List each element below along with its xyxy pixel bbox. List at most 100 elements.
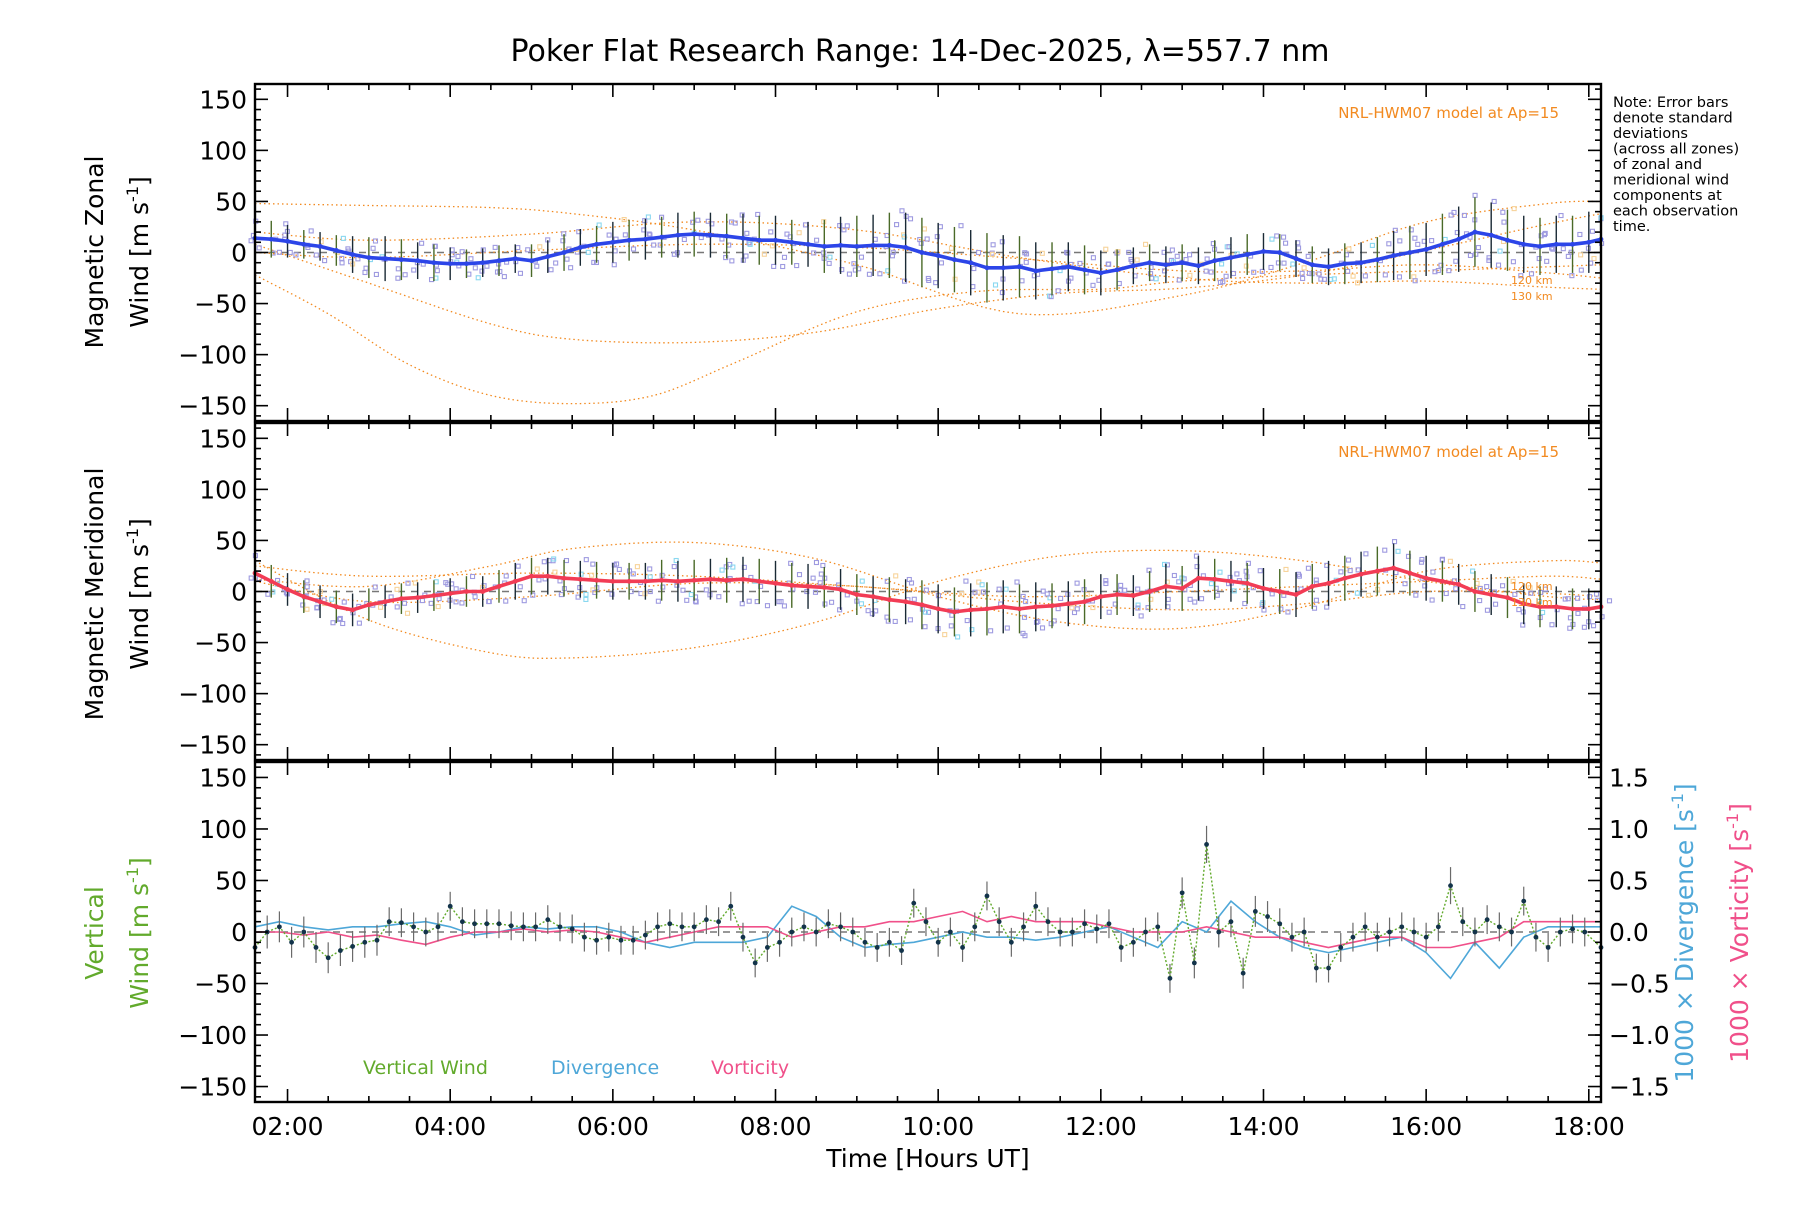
zonal-wind-point bbox=[464, 261, 469, 267]
meridional-zone-marker bbox=[1313, 597, 1319, 603]
meridional-wind-point bbox=[1017, 606, 1022, 612]
vertical-wind-point bbox=[1265, 914, 1270, 919]
meridional-zone-marker bbox=[892, 618, 898, 624]
zonal-wind-point bbox=[675, 232, 681, 238]
meridional-wind-line bbox=[254, 566, 1602, 614]
meridional-zone-marker bbox=[521, 598, 527, 604]
zonal-wind-point bbox=[724, 233, 730, 239]
zonal-zone-marker bbox=[1446, 268, 1452, 274]
zonal-zone-marker bbox=[525, 247, 531, 253]
meridional-zone-marker bbox=[1058, 595, 1064, 602]
meridional-zone-marker bbox=[1542, 586, 1548, 592]
right-ytick-label: 1.0 bbox=[1609, 815, 1649, 844]
x-tick-label: 06:00 bbox=[577, 1112, 649, 1141]
zonal-zone-marker bbox=[283, 221, 289, 227]
zonal-zone-marker bbox=[1501, 219, 1507, 225]
zonal-wind-point bbox=[529, 258, 534, 264]
zonal-wind-point bbox=[1163, 262, 1169, 268]
zonal-zone-marker bbox=[1442, 236, 1448, 243]
vertical-wind-point bbox=[862, 939, 868, 945]
meridional-zone-marker bbox=[1429, 597, 1435, 603]
zonal-wind-point bbox=[333, 248, 339, 253]
zonal-wind-point bbox=[1326, 264, 1331, 270]
zonal-zone-marker bbox=[651, 242, 657, 248]
meridional-zone-marker bbox=[503, 573, 509, 579]
zonal-wind-point bbox=[1472, 229, 1478, 235]
zonal-zone-marker bbox=[781, 254, 788, 260]
zonal-zone-marker bbox=[1578, 252, 1584, 258]
zonal-wind-point bbox=[756, 237, 762, 243]
meridional-wind-point bbox=[1293, 592, 1299, 597]
divergence-axis-label: 1000 × Divergence [s-1] bbox=[1668, 783, 1699, 1082]
zonal-zone-marker bbox=[1223, 273, 1229, 279]
meridional-zone-marker bbox=[1365, 592, 1372, 598]
meridional-wind-point bbox=[789, 582, 795, 588]
meridional-zone-marker bbox=[330, 620, 336, 626]
zonal-wind-point bbox=[301, 241, 307, 247]
vertical-wind-point bbox=[1216, 929, 1222, 935]
meridional-zone-marker bbox=[1382, 547, 1388, 553]
meridional-zone-marker bbox=[1443, 590, 1449, 597]
vertical-wind-point bbox=[325, 955, 331, 961]
meridional-ytick-label: −150 bbox=[178, 731, 247, 760]
meridional-wind-point bbox=[1212, 576, 1218, 582]
zonal-ytick-label: −150 bbox=[178, 392, 247, 421]
zonal-zone-marker bbox=[1386, 241, 1392, 247]
meridional-zone-marker bbox=[858, 601, 865, 607]
zonal-zone-marker bbox=[313, 252, 319, 258]
zonal-zone-marker bbox=[534, 263, 540, 269]
meridional-zone-marker bbox=[583, 557, 589, 563]
zonal-zone-marker bbox=[322, 258, 328, 264]
zonal-zone-marker bbox=[1578, 267, 1584, 273]
meridional-wind-point bbox=[1391, 565, 1397, 571]
vertical-wind-point bbox=[337, 948, 343, 953]
meridional-zone-marker bbox=[1590, 623, 1597, 629]
meridional-ytick-label: 0 bbox=[231, 578, 247, 607]
meridional-zone-marker bbox=[703, 587, 709, 593]
vertical-wind-point bbox=[1545, 945, 1551, 950]
vertical-wind-point bbox=[1423, 934, 1429, 940]
note-line-9: time. bbox=[1613, 219, 1650, 235]
zonal-zone-marker bbox=[839, 267, 845, 273]
zonal-wind-line-layer bbox=[252, 229, 1604, 276]
vertical-wind-point bbox=[1374, 934, 1380, 940]
meridional-zone-marker bbox=[1283, 566, 1289, 572]
meridional-wind-point bbox=[805, 583, 811, 589]
meridional-zone-marker bbox=[1122, 587, 1128, 593]
x-axis-label: Time [Hours UT] bbox=[825, 1144, 1029, 1173]
meridional-wind-point bbox=[577, 576, 583, 582]
zonal-zone-marker bbox=[924, 236, 930, 242]
note-line-1: Note: Error bars bbox=[1613, 95, 1728, 111]
zonal-zone-marker bbox=[293, 252, 299, 258]
meridional-wind-point bbox=[984, 606, 990, 612]
vertical-wind-point bbox=[1484, 917, 1490, 923]
zonal-zone-marker bbox=[1510, 259, 1516, 265]
meridional-zone-marker bbox=[829, 599, 835, 605]
x-tick-label: 14:00 bbox=[1227, 1112, 1299, 1141]
meridional-zone-marker bbox=[693, 599, 699, 605]
x-tick-label: 18:00 bbox=[1553, 1112, 1625, 1141]
zonal-zone-marker bbox=[1591, 255, 1597, 262]
meridional-zone-marker bbox=[1520, 622, 1526, 628]
vorticity-axis-text: 1000 × Vorticity [s bbox=[1725, 829, 1754, 1063]
zonal-zone-marker bbox=[395, 275, 401, 281]
zonal-zone-marker bbox=[340, 235, 346, 241]
meridional-wind-point bbox=[561, 575, 567, 581]
zonal-wind-point bbox=[789, 239, 795, 245]
meridional-zone-marker bbox=[1260, 600, 1266, 606]
meridional-wind-point bbox=[1326, 580, 1331, 586]
meridional-zone-marker bbox=[1040, 588, 1046, 594]
meridional-zone-marker bbox=[1187, 596, 1193, 602]
meridional-zone-marker bbox=[609, 591, 615, 597]
zonal-wind-point bbox=[626, 237, 632, 243]
meridional-wind-point bbox=[333, 604, 339, 610]
meridional-zone-marker bbox=[1516, 607, 1522, 613]
meridional-zone-marker bbox=[503, 598, 509, 604]
meridional-zone-marker bbox=[1135, 586, 1141, 592]
meridional-ylabel-exp: -1 bbox=[123, 528, 142, 544]
meridional-zone-marker bbox=[341, 599, 347, 605]
vertical-wind-point bbox=[606, 934, 612, 940]
meridional-wind-point bbox=[952, 609, 957, 615]
zonal-zone-marker bbox=[501, 274, 507, 280]
meridional-zone-marker bbox=[1493, 601, 1499, 607]
